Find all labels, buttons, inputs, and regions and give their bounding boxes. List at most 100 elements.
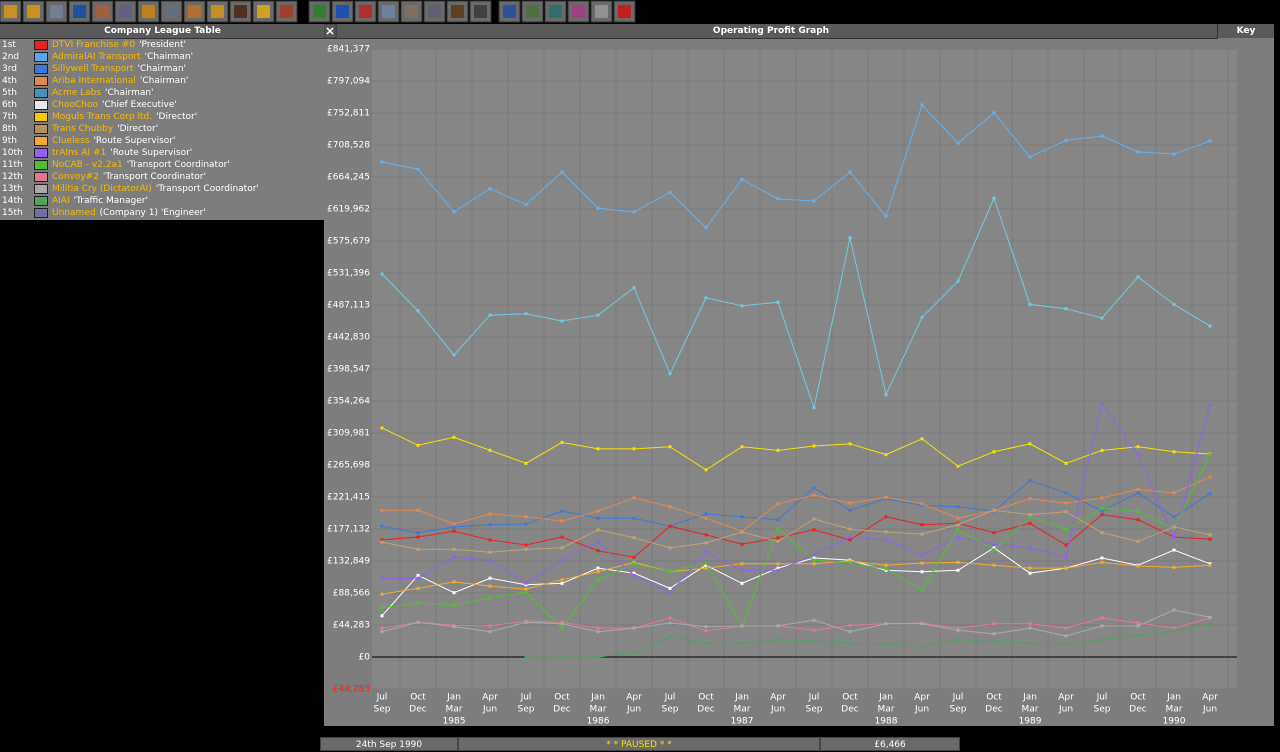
- data-point: [776, 502, 780, 506]
- series-line: [381, 609, 1211, 637]
- x-tick-label: 1986: [587, 717, 610, 727]
- data-point: [920, 622, 924, 626]
- data-point: [1172, 152, 1176, 156]
- manager-title: 'Chairman': [139, 76, 189, 86]
- data-point: [704, 516, 708, 520]
- data-point: [668, 372, 672, 376]
- company-color: [34, 208, 48, 218]
- data-point: [1136, 621, 1140, 625]
- series-line: [381, 454, 1211, 629]
- key-button[interactable]: Key: [1217, 24, 1274, 38]
- data-point: [776, 624, 780, 628]
- league-row: 1st DTVI Franchise #0 'President': [0, 39, 325, 51]
- company-color: [34, 196, 48, 206]
- data-point: [704, 641, 708, 645]
- graph-title: Operating Profit Graph: [324, 24, 1218, 39]
- x-tick-label: Mar: [734, 705, 751, 715]
- manager-title: 'Transport Coordinator': [102, 172, 206, 182]
- data-point: [1136, 150, 1140, 154]
- x-tick-label: Oct: [554, 693, 570, 703]
- data-point: [488, 550, 492, 554]
- y-tick-label: £487,113: [327, 301, 370, 311]
- data-point: [704, 561, 708, 565]
- company-color: [34, 52, 48, 62]
- data-point: [848, 641, 852, 645]
- data-point: [704, 566, 708, 570]
- data-point: [1172, 450, 1176, 454]
- data-point: [920, 553, 924, 557]
- data-point: [920, 532, 924, 536]
- data-point: [1172, 565, 1176, 569]
- data-point: [524, 543, 528, 547]
- data-point: [596, 540, 600, 544]
- x-tick-label: 1985: [443, 717, 466, 727]
- toolbar-icon: [142, 5, 155, 18]
- league-row: 4th Ariba International 'Chairman': [0, 75, 325, 87]
- data-point: [848, 561, 852, 565]
- data-point: [632, 286, 636, 290]
- data-point: [596, 313, 600, 317]
- x-tick-label: Oct: [1130, 693, 1146, 703]
- x-tick-label: Jul: [952, 693, 964, 703]
- data-point: [740, 568, 744, 572]
- data-point: [848, 527, 852, 531]
- toolbar: [0, 0, 636, 23]
- status-money: £6,466: [820, 737, 960, 751]
- data-point: [956, 626, 960, 630]
- data-point: [1136, 275, 1140, 279]
- data-point: [416, 547, 420, 551]
- data-point: [704, 512, 708, 516]
- data-point: [452, 210, 456, 214]
- x-tick-label: Sep: [374, 705, 391, 715]
- data-point: [776, 536, 780, 540]
- data-point: [1028, 546, 1032, 550]
- x-tick-label: Jun: [482, 705, 497, 715]
- data-point: [992, 508, 996, 512]
- data-point: [416, 601, 420, 605]
- data-point: [920, 570, 924, 574]
- data-point: [1028, 622, 1032, 626]
- toolbar-icon: [474, 5, 487, 18]
- data-point: [632, 573, 636, 577]
- data-point: [452, 353, 456, 357]
- data-point: [488, 596, 492, 600]
- data-point: [920, 502, 924, 506]
- x-tick-label: Oct: [842, 693, 858, 703]
- rank: 6th: [2, 100, 17, 110]
- data-point: [416, 586, 420, 590]
- x-tick-label: Jul: [376, 693, 388, 703]
- data-point: [884, 563, 888, 567]
- data-point: [920, 644, 924, 648]
- y-tick-label: £575,679: [327, 237, 370, 247]
- y-tick-label: -£44,283: [330, 685, 370, 695]
- data-point: [596, 447, 600, 451]
- data-point: [668, 586, 672, 590]
- data-point: [1064, 138, 1068, 142]
- league-row: 3rd Sillywell Transport 'Chairman': [0, 63, 325, 75]
- data-point: [1064, 461, 1068, 465]
- data-point: [380, 626, 384, 630]
- data-point: [956, 523, 960, 527]
- data-point: [992, 548, 996, 552]
- data-point: [416, 576, 420, 580]
- rank: 1st: [2, 40, 16, 50]
- x-tick-label: Jun: [1058, 705, 1073, 715]
- data-point: [956, 141, 960, 145]
- rank: 9th: [2, 136, 17, 146]
- data-point: [848, 508, 852, 512]
- data-point: [1208, 475, 1212, 479]
- toolbar-icon: [96, 5, 109, 18]
- data-point: [884, 214, 888, 218]
- data-point: [632, 651, 636, 655]
- data-point: [1028, 571, 1032, 575]
- data-point: [380, 160, 384, 164]
- toolbar-icon: [572, 5, 585, 18]
- x-tick-label: Apr: [1202, 693, 1218, 703]
- data-point: [704, 296, 708, 300]
- y-tick-label: £797,094: [327, 77, 370, 87]
- data-point: [1208, 622, 1212, 626]
- data-point: [668, 570, 672, 574]
- data-point: [1208, 537, 1212, 541]
- toolbar-icon: [618, 5, 631, 18]
- toolbar-icon: [234, 5, 247, 18]
